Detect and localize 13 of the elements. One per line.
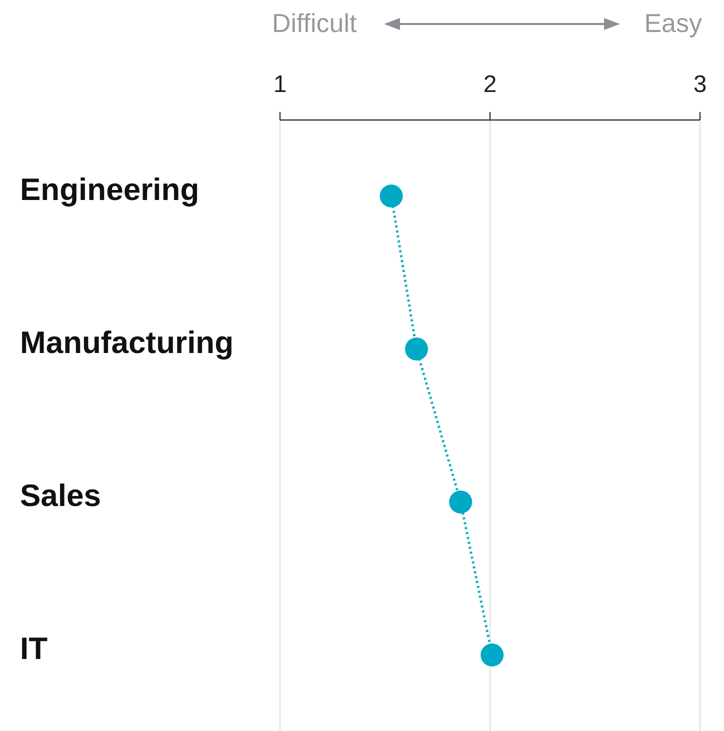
- y-tick-label: IT: [20, 631, 48, 666]
- y-tick-label: Sales: [20, 478, 102, 514]
- x-tick-label: 3: [693, 71, 707, 98]
- point: [449, 490, 472, 514]
- text: Difficult: [272, 8, 358, 38]
- x-tick-label: 2: [483, 71, 497, 98]
- point: [480, 644, 504, 666]
- y-tick-label: Manufacturing: [20, 325, 234, 360]
- point: [380, 184, 403, 208]
- y-tick-label: Engineering: [20, 172, 200, 208]
- text: Easy: [644, 8, 702, 38]
- point: [405, 338, 428, 360]
- x-tick-label: 1: [273, 71, 287, 98]
